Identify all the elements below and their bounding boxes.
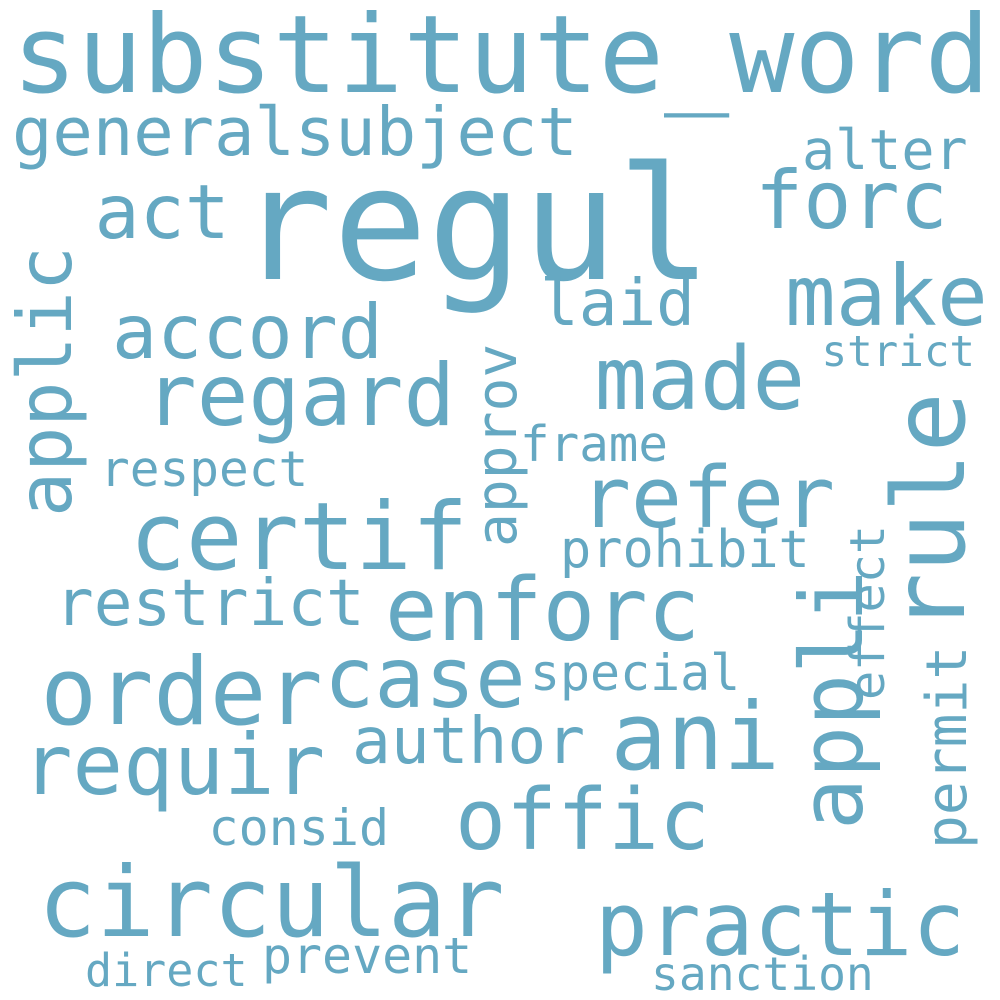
word-respect: respect — [100, 439, 309, 498]
word-approv: approv — [464, 343, 530, 547]
word-author: author — [352, 704, 586, 779]
word-restrict: restrict — [55, 566, 365, 641]
word-consid: consid — [208, 799, 390, 857]
word-certif: certif — [129, 482, 469, 592]
word-refer: refer — [580, 447, 836, 547]
word-generalsubject: generalsubject — [12, 92, 578, 171]
word-practic: practic — [595, 873, 966, 976]
word-enforc: enforc — [385, 558, 701, 661]
word-accord: accord — [112, 287, 383, 376]
word-laid: laid — [540, 266, 695, 341]
word-case: case — [324, 628, 526, 727]
word-ani: ani — [610, 682, 780, 792]
word-act: act — [94, 167, 230, 256]
word-special: special — [530, 643, 741, 702]
word-requir: requir — [22, 716, 326, 814]
word-offic: offic — [455, 769, 711, 869]
word-regul: regul — [238, 133, 713, 317]
word-applic: applic — [0, 246, 89, 517]
word-direct: direct — [85, 943, 248, 997]
word-strict: strict — [821, 327, 976, 377]
word-appli: appli — [782, 569, 883, 830]
word-substitute-word: substitute_word — [12, 0, 991, 118]
word-made: made — [594, 328, 806, 430]
word-prohibit: prohibit — [560, 520, 810, 580]
word-order: order — [40, 637, 323, 747]
word-prevent: prevent — [262, 926, 473, 985]
word-forc: forc — [755, 154, 948, 247]
word-make: make — [785, 247, 988, 345]
word-sanction: sanction — [651, 946, 874, 1000]
word-permit: permit — [914, 645, 980, 849]
word-frame: frame — [520, 414, 668, 473]
word-alter: alter — [802, 117, 968, 182]
word-regard: regard — [145, 346, 456, 446]
word-circular: circular — [38, 846, 505, 959]
